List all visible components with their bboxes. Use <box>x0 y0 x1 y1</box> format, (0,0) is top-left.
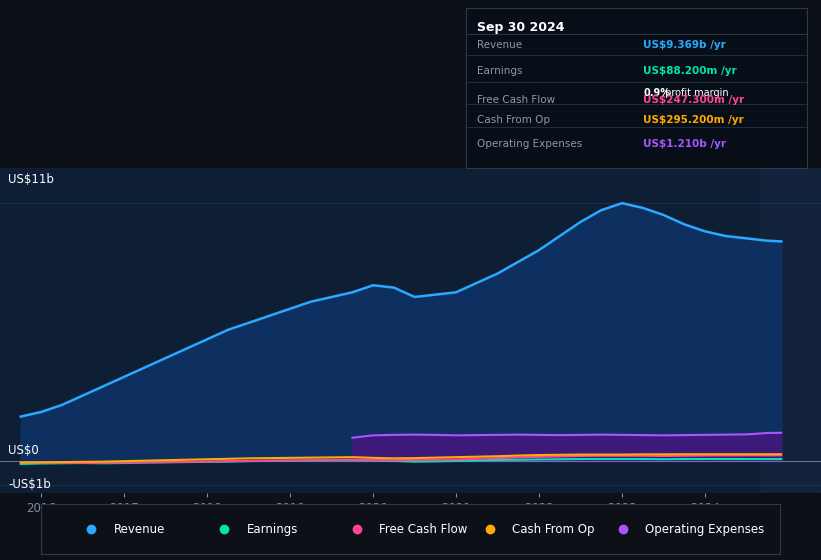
Text: Free Cash Flow: Free Cash Flow <box>379 522 468 536</box>
Text: Revenue: Revenue <box>113 522 165 536</box>
Text: Cash From Op: Cash From Op <box>512 522 595 536</box>
Text: profit margin: profit margin <box>663 88 729 98</box>
Text: 0.9%: 0.9% <box>644 88 671 98</box>
Text: US$1.210b /yr: US$1.210b /yr <box>644 139 727 150</box>
Text: Operating Expenses: Operating Expenses <box>645 522 764 536</box>
Text: US$0: US$0 <box>8 444 39 458</box>
Text: Revenue: Revenue <box>476 40 521 50</box>
Text: Operating Expenses: Operating Expenses <box>476 139 582 150</box>
Text: US$88.200m /yr: US$88.200m /yr <box>644 66 737 76</box>
Text: US$247.300m /yr: US$247.300m /yr <box>644 95 745 105</box>
Text: US$295.200m /yr: US$295.200m /yr <box>644 115 745 125</box>
Text: US$11b: US$11b <box>8 172 54 186</box>
Text: Free Cash Flow: Free Cash Flow <box>476 95 555 105</box>
Text: Cash From Op: Cash From Op <box>476 115 549 125</box>
Text: Earnings: Earnings <box>246 522 298 536</box>
Bar <box>760 168 821 493</box>
Text: US$9.369b /yr: US$9.369b /yr <box>644 40 727 50</box>
Text: Sep 30 2024: Sep 30 2024 <box>476 21 564 34</box>
Text: Earnings: Earnings <box>476 66 522 76</box>
Text: -US$1b: -US$1b <box>8 478 51 491</box>
